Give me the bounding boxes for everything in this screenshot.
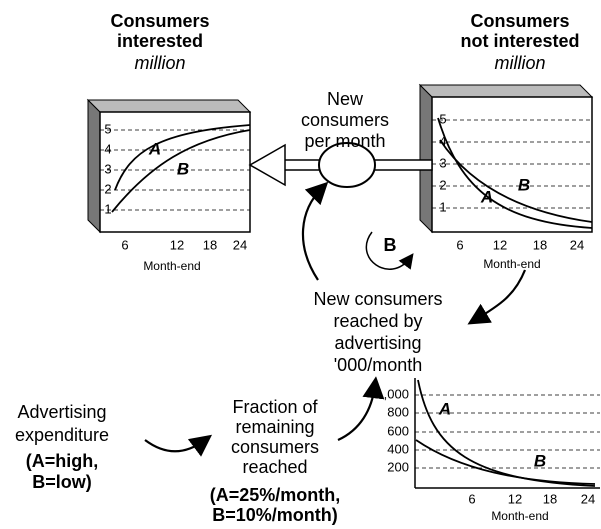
y-tick-label: 2 (439, 177, 446, 192)
auxiliary-values: (A=25%/month, (210, 485, 341, 505)
auxiliary-label: consumers (231, 437, 319, 457)
y-tick-label: 800 (387, 404, 409, 419)
y-tick-label: 3 (439, 155, 446, 170)
causal-arrows (144, 181, 527, 457)
flow-label: New (327, 89, 364, 109)
x-axis-label: Month-end (143, 259, 200, 273)
loop-label: B (384, 235, 397, 255)
y-tick-label: 3 (104, 161, 111, 176)
y-tick-label: 1 (439, 199, 446, 214)
reach-chart (414, 378, 600, 489)
input-values: B=low) (32, 472, 92, 492)
x-tick-label: 18 (533, 237, 547, 252)
input-values: (A=high, (26, 451, 99, 471)
x-tick-label: 6 (121, 237, 128, 252)
y-tick-label: 1,000 (376, 386, 409, 401)
auxiliary-label: Fraction of (232, 397, 318, 417)
y-tick-label: 600 (387, 423, 409, 438)
flow-pipe (248, 142, 433, 188)
curve-label: B (177, 159, 189, 178)
x-tick-label: 6 (468, 491, 475, 506)
y-tick-label: 400 (387, 441, 409, 456)
stock-title: interested (117, 31, 203, 51)
auxiliary-label: '000/month (334, 355, 423, 375)
stock-title: Consumers (110, 11, 209, 31)
auxiliary-label: New consumers (313, 289, 442, 309)
x-axis-label: Month-end (483, 257, 540, 271)
x-tick-label: 18 (203, 237, 217, 252)
y-tick-label: 2 (104, 181, 111, 196)
flow-label: per month (304, 131, 385, 151)
x-tick-label: 12 (508, 491, 522, 506)
auxiliary-label: reached by (333, 311, 422, 331)
auxiliary-label: advertising (334, 333, 421, 353)
x-tick-label: 12 (170, 237, 184, 252)
flow-label: consumers (301, 110, 389, 130)
curve-label: B (534, 451, 546, 470)
x-tick-label: 24 (570, 237, 584, 252)
y-tick-label: 1 (104, 201, 111, 216)
stock-unit: million (134, 53, 185, 73)
y-tick-label: 4 (439, 133, 446, 148)
x-axis-label: Month-end (491, 509, 548, 523)
y-tick-label: 5 (439, 111, 446, 126)
stock-unit: million (494, 53, 545, 73)
stock-title: not interested (460, 31, 579, 51)
auxiliary-label: reached (242, 457, 307, 477)
curve-label: A (148, 139, 161, 158)
x-tick-label: 24 (581, 491, 595, 506)
auxiliary-label: remaining (235, 417, 314, 437)
input-label: Advertising (17, 402, 106, 422)
x-tick-label: 24 (233, 237, 247, 252)
x-tick-label: 18 (543, 491, 557, 506)
input-label: expenditure (15, 425, 109, 445)
y-tick-label: 5 (104, 121, 111, 136)
stock-title: Consumers (470, 11, 569, 31)
stock-box-not-interested (418, 83, 594, 234)
x-tick-label: 12 (493, 237, 507, 252)
x-tick-label: 6 (456, 237, 463, 252)
y-tick-label: 200 (387, 459, 409, 474)
auxiliary-values: B=10%/month) (212, 505, 338, 525)
curve-label: A (438, 399, 451, 418)
stock-box-interested (86, 98, 252, 234)
curve-label: A (480, 187, 493, 206)
y-tick-label: 4 (104, 141, 111, 156)
curve-label: B (518, 175, 530, 194)
